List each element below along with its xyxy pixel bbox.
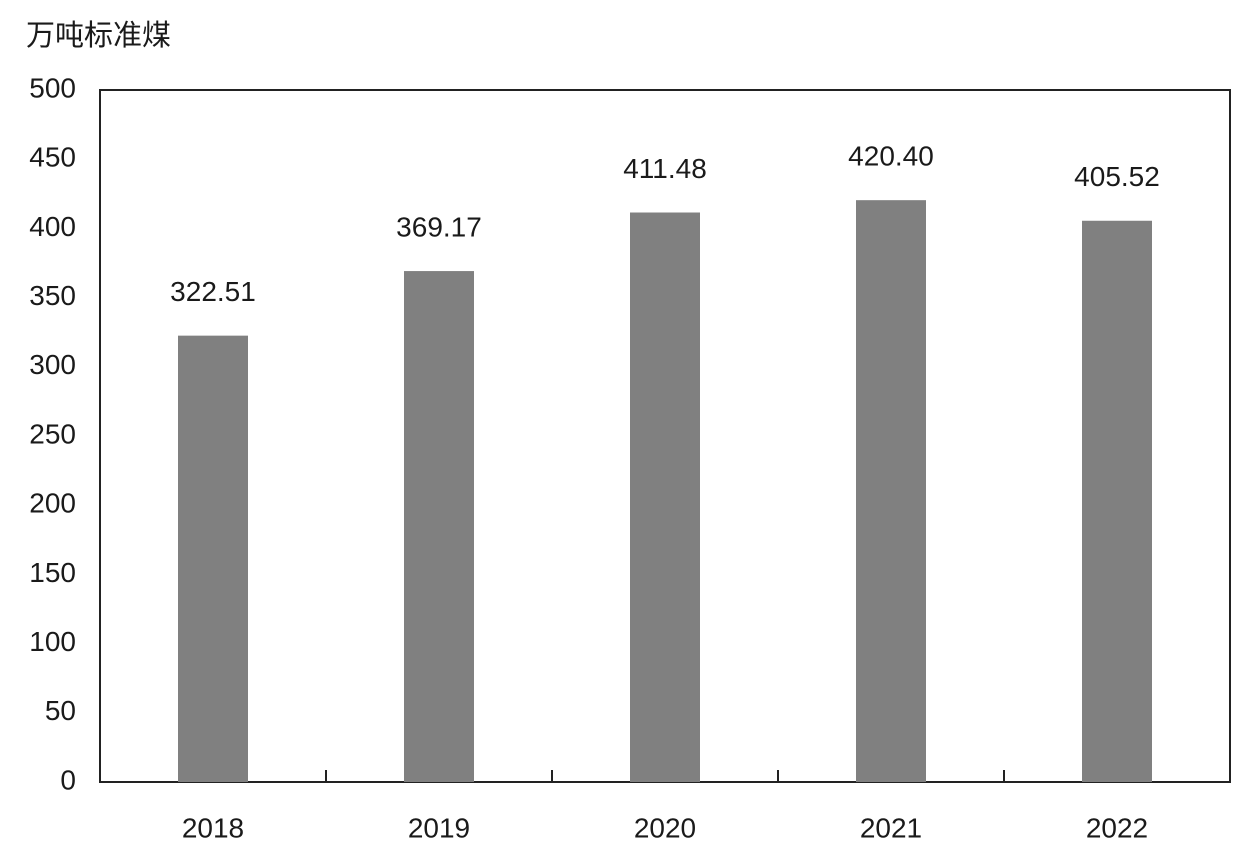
x-tick-label: 2018 [182,812,244,843]
value-label: 420.40 [848,141,934,172]
x-tick-label: 2020 [634,812,696,843]
y-axis-label: 万吨标准煤 [26,18,171,52]
value-label: 405.52 [1074,161,1160,192]
y-tick-label: 450 [29,142,76,173]
y-tick-label: 150 [29,557,76,588]
y-tick-label: 100 [29,626,76,657]
x-tick-label: 2021 [860,812,922,843]
y-tick-label: 200 [29,488,76,519]
y-tick-label: 250 [29,418,76,449]
bar [856,200,926,783]
y-tick-label: 400 [29,211,76,242]
y-tick-label: 350 [29,280,76,311]
y-tick-label: 300 [29,349,76,380]
bar [1082,220,1152,782]
x-tick-label: 2019 [408,812,470,843]
bar [404,271,474,782]
y-tick-label: 0 [60,764,76,795]
bar [178,335,248,782]
y-tick-label: 50 [45,695,76,726]
value-label: 369.17 [396,211,482,242]
value-label: 322.51 [170,276,256,307]
x-tick-label: 2022 [1086,812,1148,843]
y-tick-label: 500 [29,72,76,103]
value-label: 411.48 [623,153,707,184]
bar [630,212,700,783]
